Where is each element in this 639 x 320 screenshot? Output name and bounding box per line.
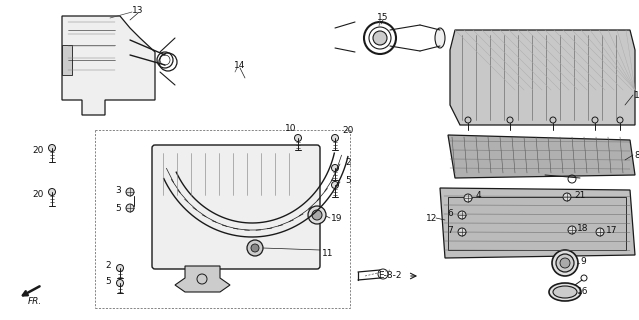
Circle shape — [116, 279, 123, 286]
Text: FR.: FR. — [28, 298, 42, 307]
Text: 12: 12 — [426, 213, 438, 222]
Text: 20: 20 — [343, 125, 354, 134]
Circle shape — [126, 204, 134, 212]
Circle shape — [295, 134, 302, 141]
Circle shape — [116, 265, 123, 271]
Circle shape — [251, 244, 259, 252]
Text: 8: 8 — [634, 150, 639, 159]
Text: 1: 1 — [634, 91, 639, 100]
Circle shape — [458, 228, 466, 236]
Text: 2: 2 — [105, 260, 111, 269]
Text: 16: 16 — [577, 287, 589, 297]
Text: 3: 3 — [115, 186, 121, 195]
Circle shape — [308, 206, 326, 224]
Circle shape — [247, 240, 263, 256]
Text: 15: 15 — [377, 12, 389, 21]
Text: 13: 13 — [132, 5, 144, 14]
Circle shape — [332, 164, 339, 172]
Text: 5: 5 — [105, 277, 111, 286]
Circle shape — [464, 194, 472, 202]
Ellipse shape — [435, 28, 445, 48]
Text: 19: 19 — [331, 213, 343, 222]
Text: 18: 18 — [577, 223, 589, 233]
Circle shape — [568, 226, 576, 234]
Circle shape — [49, 188, 56, 196]
Circle shape — [560, 258, 570, 268]
Polygon shape — [440, 188, 635, 258]
FancyBboxPatch shape — [152, 145, 320, 269]
Text: 5: 5 — [345, 175, 351, 185]
Text: 4: 4 — [475, 190, 481, 199]
Text: 11: 11 — [322, 249, 334, 258]
Text: 6: 6 — [447, 209, 453, 218]
Circle shape — [332, 134, 339, 141]
Circle shape — [332, 181, 339, 188]
Circle shape — [556, 254, 574, 272]
Polygon shape — [62, 45, 72, 75]
Circle shape — [596, 228, 604, 236]
Text: 2: 2 — [345, 157, 351, 166]
Text: E-8-2: E-8-2 — [378, 271, 402, 281]
Polygon shape — [448, 135, 635, 178]
Ellipse shape — [549, 283, 581, 301]
Circle shape — [458, 211, 466, 219]
Text: 14: 14 — [235, 60, 245, 69]
Polygon shape — [175, 266, 230, 292]
Bar — [448, 197, 626, 250]
Circle shape — [373, 31, 387, 45]
Text: 9: 9 — [580, 258, 586, 267]
Text: 17: 17 — [606, 226, 618, 235]
Text: 5: 5 — [115, 204, 121, 212]
Polygon shape — [450, 30, 635, 125]
Text: 7: 7 — [447, 226, 453, 235]
Circle shape — [552, 250, 578, 276]
Text: 20: 20 — [33, 189, 43, 198]
Circle shape — [126, 188, 134, 196]
Polygon shape — [62, 16, 155, 115]
Circle shape — [49, 145, 56, 151]
Ellipse shape — [553, 286, 577, 298]
Text: 21: 21 — [574, 190, 586, 199]
Circle shape — [312, 210, 322, 220]
Text: 20: 20 — [33, 146, 43, 155]
Text: 10: 10 — [285, 124, 296, 132]
Circle shape — [563, 193, 571, 201]
